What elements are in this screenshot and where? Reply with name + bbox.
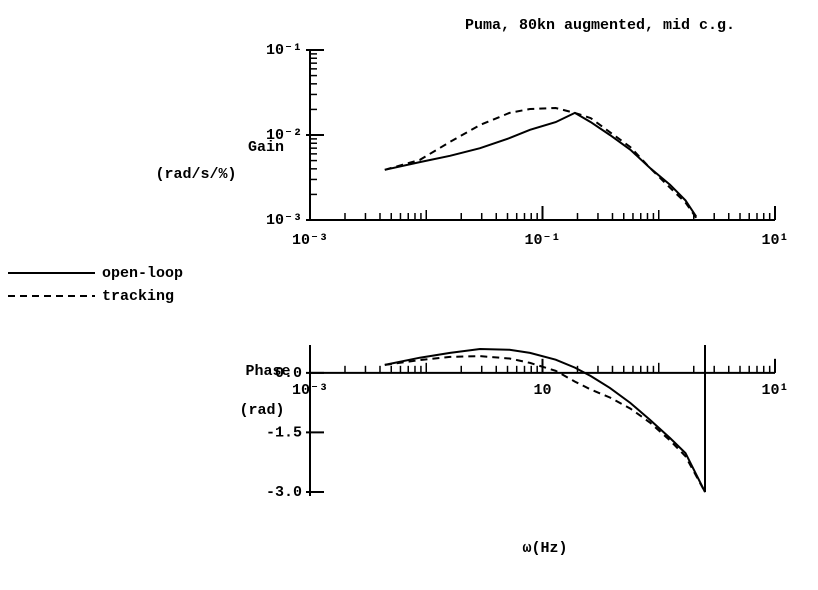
y-tick-label: 10⁻¹ xyxy=(266,42,302,59)
series-line xyxy=(384,106,698,219)
y-tick-label: 10⁻³ xyxy=(266,212,302,229)
y-tick-label: 0.0 xyxy=(275,365,302,382)
x-tick-label: 10 xyxy=(533,382,551,399)
x-tick-label: 10¹ xyxy=(761,232,788,249)
y-axis-label: Gain xyxy=(248,139,284,156)
x-tick-label: 10⁻³ xyxy=(292,382,328,399)
y-axis-label: (rad) xyxy=(239,402,284,419)
series-line xyxy=(384,111,698,218)
y-tick-label: -3.0 xyxy=(266,484,302,501)
series-line xyxy=(384,345,706,493)
legend-label: open-loop xyxy=(102,265,183,282)
chart-title: Puma, 80kn augmented, mid c.g. xyxy=(465,17,735,34)
y-tick-label: -1.5 xyxy=(266,424,302,441)
x-tick-label: 10¹ xyxy=(761,382,788,399)
x-tick-label: 10⁻³ xyxy=(292,232,328,249)
y-axis-label: Phase xyxy=(245,363,290,380)
x-tick-label: 10⁻¹ xyxy=(524,232,560,249)
y-tick-label: 10⁻² xyxy=(266,127,302,144)
legend-label: tracking xyxy=(102,288,174,305)
series-line xyxy=(384,345,706,493)
y-axis-label: (rad/s/%) xyxy=(155,166,236,183)
x-axis-label: ω(Hz) xyxy=(522,540,567,557)
